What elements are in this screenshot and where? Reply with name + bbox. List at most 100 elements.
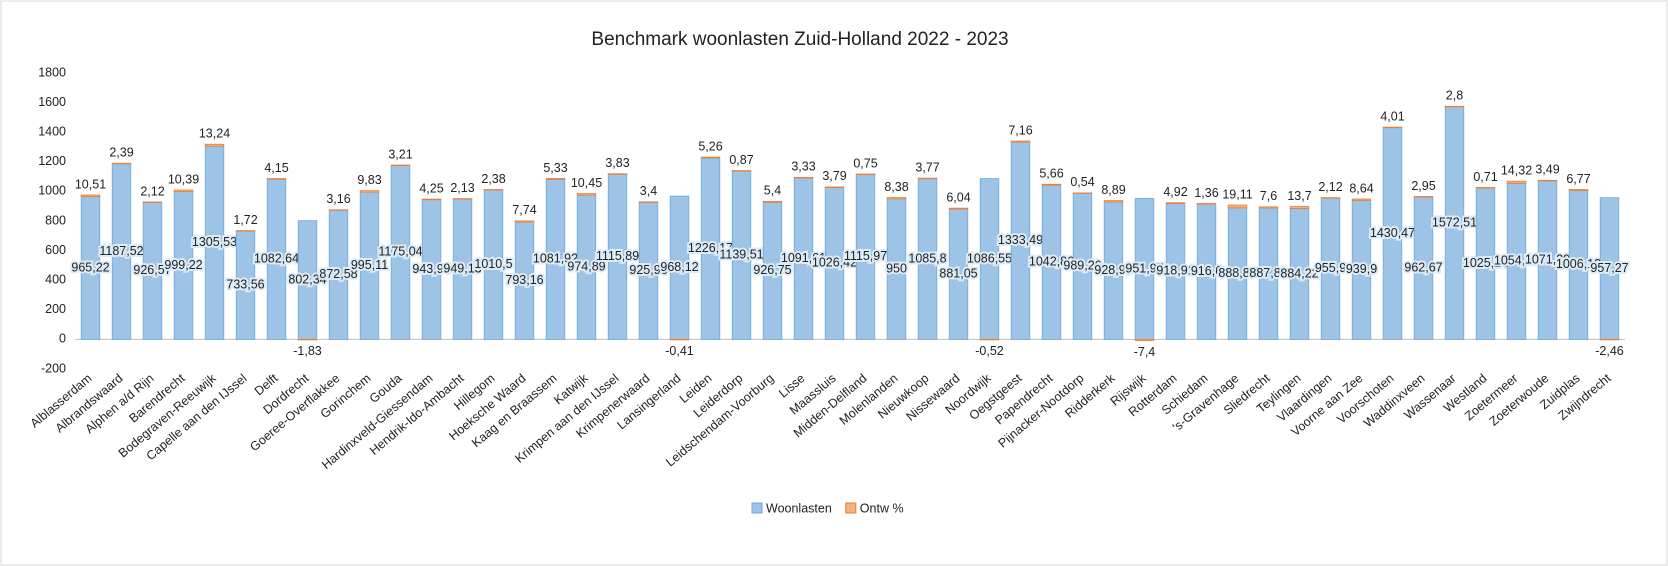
bar-segment xyxy=(545,178,566,180)
y-tick-label: 1400 xyxy=(38,124,66,138)
bar-segment xyxy=(855,173,876,176)
value-label: 1085,8 xyxy=(908,251,946,265)
value-label: 881,05 xyxy=(939,266,977,280)
bar-segment xyxy=(297,338,318,341)
value-label: 4,01 xyxy=(1380,109,1404,123)
bar-segment xyxy=(1227,204,1248,209)
value-label: 3,49 xyxy=(1535,163,1559,177)
value-label: 962,67 xyxy=(1404,260,1442,274)
value-label: 1026,42 xyxy=(812,256,857,270)
value-label: 1082,64 xyxy=(254,252,299,266)
value-label: 2,38 xyxy=(481,172,505,186)
bar-segment xyxy=(483,189,504,191)
value-label: 4,92 xyxy=(1163,185,1187,199)
value-label: 7,16 xyxy=(1008,123,1032,137)
bar-segment xyxy=(1382,126,1403,129)
bar-segment xyxy=(1568,189,1589,191)
value-label: 951,97 xyxy=(1125,261,1163,275)
legend-label: Woonlasten xyxy=(766,501,832,515)
value-label: 5,66 xyxy=(1039,167,1063,181)
bar-segment xyxy=(1444,105,1465,108)
value-label: 733,56 xyxy=(226,277,264,291)
value-label: -2,46 xyxy=(1595,344,1624,358)
value-label: 928,95 xyxy=(1094,263,1132,277)
y-tick-label: 800 xyxy=(45,213,66,227)
value-label: 8,38 xyxy=(884,180,908,194)
value-label: 943,94 xyxy=(412,262,450,276)
y-tick-label: 0 xyxy=(59,332,66,346)
bar-segment xyxy=(266,178,287,180)
value-label: 939,9 xyxy=(1346,262,1377,276)
bar-segment xyxy=(1072,192,1093,194)
value-label: 968,12 xyxy=(660,260,698,274)
legend-label: Ontw % xyxy=(860,501,904,515)
bar-segment xyxy=(607,173,628,175)
value-label: 3,16 xyxy=(326,192,350,206)
y-tick-label: 1600 xyxy=(38,95,66,109)
value-label: 916,6 xyxy=(1191,264,1222,278)
bar-segment xyxy=(948,207,969,210)
bar-segment xyxy=(700,156,721,159)
y-tick-label: 1800 xyxy=(38,65,66,79)
bar-segment xyxy=(80,194,101,197)
bar-segment xyxy=(421,198,442,201)
value-label: 0,75 xyxy=(853,156,877,170)
value-label: 4,15 xyxy=(264,161,288,175)
bar-segment xyxy=(1165,202,1186,204)
value-label: 2,12 xyxy=(1318,180,1342,194)
value-label: 999,22 xyxy=(164,258,202,272)
value-label: 1430,47 xyxy=(1370,226,1415,240)
value-label: 1115,89 xyxy=(596,249,639,263)
bar-segment xyxy=(390,164,411,166)
value-label: 7,74 xyxy=(512,203,536,217)
value-label: 926,57 xyxy=(133,263,171,277)
bar-segment xyxy=(1289,206,1310,209)
value-label: 3,77 xyxy=(915,160,939,174)
value-label: -1,83 xyxy=(293,344,322,358)
value-label: 1,36 xyxy=(1194,186,1218,200)
value-label: 949,13 xyxy=(443,261,481,275)
bar-segment xyxy=(917,177,938,180)
value-label: 2,95 xyxy=(1411,179,1435,193)
value-label: 1,72 xyxy=(233,213,257,227)
value-label: 8,89 xyxy=(1101,183,1125,197)
value-label: 1010,5 xyxy=(474,257,512,271)
value-label: 926,75 xyxy=(753,263,791,277)
value-label: 1226,17 xyxy=(688,241,733,255)
value-label: 1187,52 xyxy=(99,244,143,258)
bar-segment xyxy=(514,220,535,223)
value-label: 2,8 xyxy=(1446,89,1463,103)
bar-segment xyxy=(1258,206,1279,209)
value-label: 989,26 xyxy=(1063,258,1101,272)
bar-segment xyxy=(886,197,907,200)
value-label: 957,27 xyxy=(1590,261,1628,275)
value-label: 884,22 xyxy=(1280,266,1318,280)
value-label: 925,96 xyxy=(629,263,667,277)
bar-segment xyxy=(1475,187,1496,189)
value-label: 3,79 xyxy=(822,169,846,183)
y-tick-label: 400 xyxy=(45,272,66,286)
value-label: 995,11 xyxy=(351,258,388,272)
value-label: 918,91 xyxy=(1156,264,1194,278)
value-label: 1006,13 xyxy=(1556,257,1601,271)
bar-segment xyxy=(1196,203,1217,205)
value-label: 3,33 xyxy=(791,160,815,174)
bar-segment xyxy=(1506,180,1527,184)
bar-segment xyxy=(204,143,225,147)
y-tick-label: 1000 xyxy=(38,184,66,198)
value-label: 1025,24 xyxy=(1463,256,1508,270)
bar-segment xyxy=(1134,338,1155,341)
value-label: 13,24 xyxy=(199,127,230,141)
value-label: 3,21 xyxy=(388,147,412,161)
value-label: 1081,92 xyxy=(533,252,578,266)
bar-segment xyxy=(1351,198,1372,201)
bar-segment xyxy=(793,176,814,179)
value-label: 1572,51 xyxy=(1432,215,1477,229)
bar-segment xyxy=(111,162,132,165)
value-label: 19,11 xyxy=(1222,187,1252,201)
legend-swatch xyxy=(845,502,857,514)
value-label: 1042,86 xyxy=(1029,255,1074,269)
bar-segment xyxy=(1599,338,1620,341)
value-label: -0,52 xyxy=(975,344,1004,358)
value-label: 1115,97 xyxy=(844,249,887,263)
